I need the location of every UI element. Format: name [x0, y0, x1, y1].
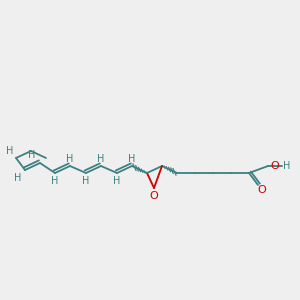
Text: H: H — [113, 176, 121, 186]
Text: O: O — [150, 191, 158, 201]
Text: H: H — [6, 146, 14, 156]
Text: H: H — [51, 176, 59, 186]
Text: H: H — [28, 150, 36, 160]
Text: O: O — [271, 161, 279, 171]
Text: H: H — [128, 154, 136, 164]
Text: H: H — [82, 176, 90, 186]
Text: H: H — [283, 161, 291, 171]
Text: H: H — [97, 154, 105, 164]
Text: H: H — [66, 154, 74, 164]
Text: H: H — [14, 173, 22, 183]
Text: O: O — [258, 185, 266, 195]
